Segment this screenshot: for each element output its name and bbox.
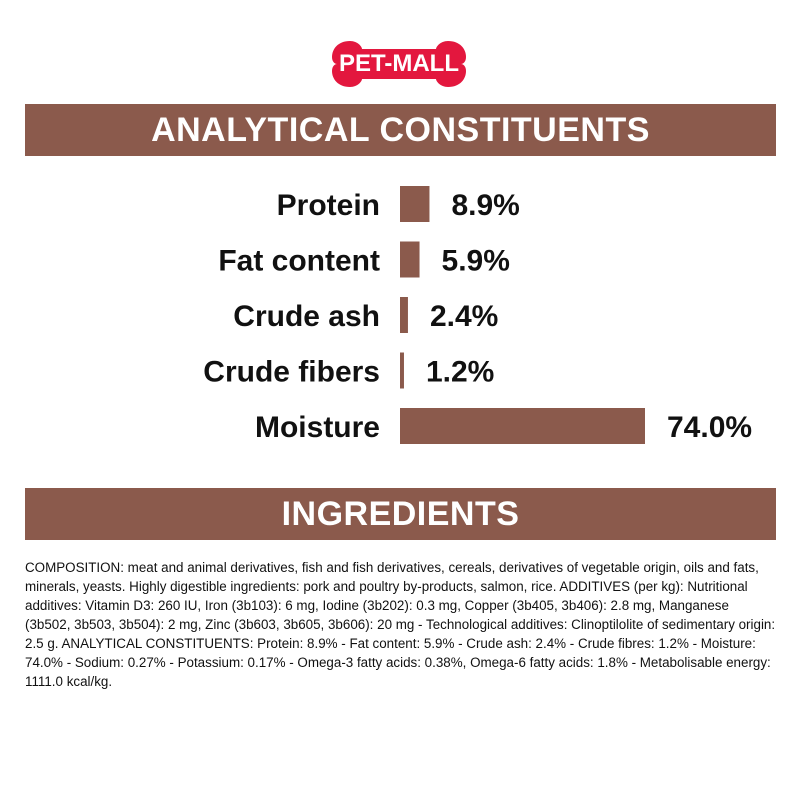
bar [400, 241, 420, 278]
bar [400, 186, 430, 222]
pet-mall-logo: PET-MALL [328, 35, 470, 93]
ingredients-header: INGREDIENTS [25, 488, 776, 540]
composition-text: COMPOSITION: meat and animal derivatives… [25, 560, 776, 689]
value-label: 74.0% [667, 411, 752, 444]
bar [400, 297, 408, 333]
value-label: 8.9% [451, 189, 519, 222]
category-label: Crude ash [233, 300, 380, 333]
value-label: 1.2% [426, 356, 494, 389]
category-label: Protein [277, 189, 380, 222]
bone-shape-icon [332, 41, 466, 87]
value-label: 2.4% [430, 300, 498, 333]
category-label: Fat content [218, 245, 380, 278]
bar [400, 352, 404, 389]
constituents-bar-chart: Protein 8.9% Fat content 5.9% Crude ash 2.4% C… [203, 186, 752, 444]
value-label: 5.9% [442, 245, 510, 278]
logo-text: PET-MALL [339, 50, 459, 77]
bar [400, 408, 645, 444]
analytical-constituents-header: ANALYTICAL CONSTITUENTS [25, 104, 776, 156]
category-label: Moisture [255, 411, 380, 444]
category-label: Crude fibers [203, 356, 380, 389]
